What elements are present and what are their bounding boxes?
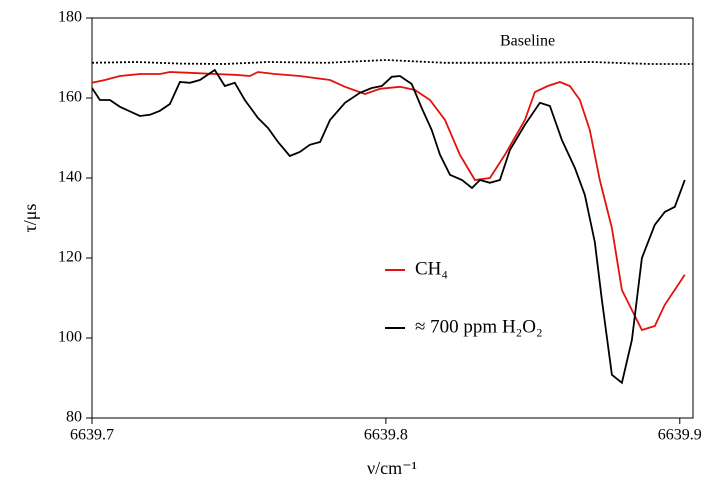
legend-label: ≈ 700 ppm H₂O₂	[415, 316, 543, 337]
series-line	[91, 68, 686, 385]
y-axis-label: τ/μs	[20, 204, 40, 233]
y-tick-label: 180	[58, 9, 82, 26]
x-tick-label: 6639.9	[658, 427, 702, 444]
y-tick-label: 120	[58, 249, 82, 266]
y-tick-label: 140	[58, 169, 82, 186]
series-line	[91, 59, 693, 65]
x-tick-label: 6639.7	[70, 427, 114, 444]
x-axis-label: ν/cm⁻¹	[367, 458, 417, 478]
y-tick-label: 160	[58, 89, 82, 106]
series-annotation: Baseline	[500, 33, 555, 50]
series-line	[91, 71, 686, 332]
legend-label: CH₄	[415, 258, 448, 279]
plot-frame	[91, 17, 694, 419]
y-tick-label: 100	[58, 329, 82, 346]
y-tick-label: 80	[66, 409, 82, 426]
x-tick-label: 6639.8	[364, 427, 408, 444]
